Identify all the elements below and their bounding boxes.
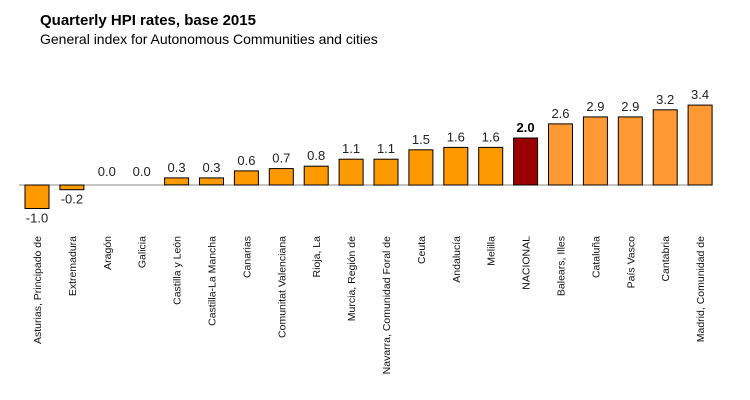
value-label: 0.6 bbox=[237, 153, 255, 168]
bar bbox=[338, 158, 364, 186]
category-label: Andalucía bbox=[451, 236, 463, 283]
category-label: Ceuta bbox=[416, 236, 428, 264]
chart-subtitle: General index for Autonomous Communities… bbox=[40, 31, 378, 47]
chart-title: Quarterly HPI rates, base 2015 bbox=[40, 12, 256, 29]
category-label: Extremadura bbox=[67, 236, 79, 296]
value-label: 0.3 bbox=[168, 160, 186, 175]
value-label: 2.0 bbox=[517, 120, 535, 135]
value-label: 1.5 bbox=[412, 132, 430, 147]
value-label: 3.2 bbox=[656, 92, 674, 107]
category-label: Murcia, Región de bbox=[346, 236, 358, 321]
value-label: 2.6 bbox=[551, 106, 569, 121]
category-label: NACIONAL bbox=[521, 236, 533, 290]
bar bbox=[303, 165, 329, 186]
value-label: 0.7 bbox=[272, 151, 290, 166]
category-label: Castilla y León bbox=[172, 236, 184, 305]
bar bbox=[582, 116, 608, 186]
value-label: 0.0 bbox=[133, 164, 151, 179]
value-label: 0.8 bbox=[307, 148, 325, 163]
category-label: Comunitat Valenciana bbox=[276, 236, 288, 338]
bar bbox=[548, 123, 573, 186]
category-label: Cantabria bbox=[660, 236, 672, 282]
bar bbox=[478, 146, 504, 186]
value-label: 0.3 bbox=[202, 160, 220, 175]
value-label: -1.0 bbox=[26, 211, 48, 226]
value-label: 1.6 bbox=[482, 129, 500, 144]
bar bbox=[59, 184, 85, 191]
category-label: Castilla-La Mancha bbox=[207, 236, 219, 326]
bar bbox=[199, 177, 224, 186]
bar bbox=[233, 170, 259, 186]
bar bbox=[617, 116, 643, 186]
category-label: País Vasco bbox=[625, 236, 637, 288]
category-label: Balears, Illes bbox=[556, 236, 568, 296]
value-label: 2.9 bbox=[621, 99, 639, 114]
category-label: Cataluña bbox=[590, 236, 602, 278]
category-label: Melilla bbox=[486, 236, 498, 266]
category-label: Asturias, Principado de bbox=[32, 236, 44, 344]
category-label: Galicia bbox=[137, 236, 149, 268]
category-label: Madrid, Comunidad de bbox=[695, 236, 707, 342]
bar bbox=[24, 184, 50, 209]
category-label: Aragón bbox=[102, 236, 114, 270]
category-label: Navarra, Comunidad Foral de bbox=[381, 236, 393, 374]
bar bbox=[687, 104, 713, 186]
value-label: 1.6 bbox=[447, 129, 465, 144]
value-label: 1.1 bbox=[342, 141, 360, 156]
value-label: 2.9 bbox=[586, 99, 604, 114]
bar bbox=[513, 137, 539, 186]
bar bbox=[652, 109, 678, 186]
value-label: 3.4 bbox=[691, 87, 709, 102]
bar bbox=[164, 177, 190, 186]
value-label: 0.0 bbox=[98, 164, 116, 179]
bar bbox=[373, 158, 399, 186]
bar bbox=[443, 146, 469, 186]
value-label: 1.1 bbox=[377, 141, 395, 156]
bar bbox=[408, 149, 434, 186]
bar bbox=[268, 168, 294, 186]
category-label: Rioja, La bbox=[311, 236, 323, 278]
value-label: -0.2 bbox=[61, 192, 83, 207]
category-label: Canarias bbox=[241, 236, 253, 278]
